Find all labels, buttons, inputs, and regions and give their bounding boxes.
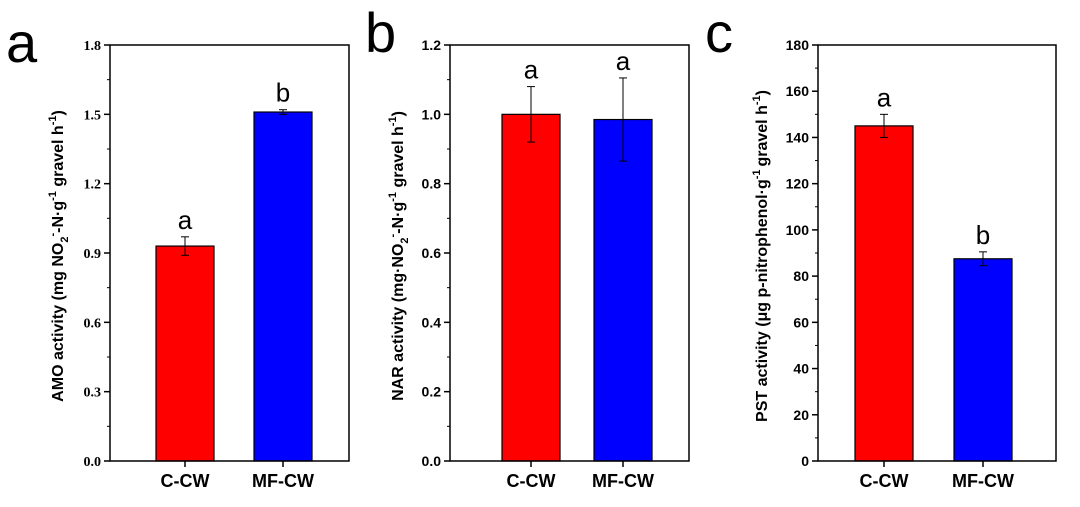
bar-c-mf-cw: [953, 258, 1013, 462]
y-tick-label-c-9: 180: [786, 37, 810, 53]
y-axis-label-c-close: ): [754, 90, 771, 95]
y-axis-label-a: AMO activity (mg NO2--N·g-1 gravel h-1): [47, 110, 71, 402]
significance-label-b-0: a: [524, 55, 539, 85]
x-tick-label-b-1: MF-CW: [592, 471, 654, 491]
y-tick-label-b-2: 0.4: [422, 314, 442, 330]
y-tick-label-b-6: 1.2: [422, 37, 442, 53]
y-tick-label-a-5: 1.5: [84, 108, 102, 123]
x-tick-label-b-0: C-CW: [507, 471, 556, 491]
panel-a: a AMO activity (mg NO2--N·g-1 gravel h-1…: [6, 11, 350, 491]
y-tick-label-c-5: 100: [786, 222, 810, 238]
panel-c: c PST activity (μg p-nitrophenol·g-1grav…: [705, 1, 1057, 491]
bar-b-c-cw: [501, 113, 561, 462]
bar-a-mf-cw: [253, 111, 313, 462]
y-axis-label-c: PST activity (μg p-nitrophenol·g-1gravel…: [751, 90, 771, 422]
y-axis-label-a-main: AMO activity (mg NO: [50, 243, 67, 402]
x-tick-label-a-1: MF-CW: [252, 471, 314, 491]
panel-b: b NAR activity (mg·NO2--N·g-1 gravel h-1…: [365, 1, 690, 491]
bar-a-c-cw: [155, 245, 215, 462]
y-tick-label-b-5: 1.0: [422, 106, 442, 122]
y-tick-label-a-0: 0.0: [84, 455, 102, 470]
y-tick-label-c-7: 140: [786, 129, 810, 145]
y-axis-label-c-main: PST activity (μg p-nitrophenol·g: [754, 179, 771, 422]
y-axis-label-c-sup1: -1: [751, 170, 763, 180]
y-axis-label-b-sup1: -: [387, 233, 399, 237]
y-axis-label-c-sup2: -1: [751, 95, 763, 105]
significance-label-a-0: a: [178, 205, 193, 235]
y-axis-label-a-close: ): [50, 110, 67, 115]
y-axis-label-a-sup3: -1: [47, 116, 59, 126]
y-tick-label-b-0: 0.0: [422, 453, 442, 469]
panel-label-b: b: [365, 1, 396, 64]
y-axis-label-a-end: gravel h: [50, 125, 67, 191]
y-axis-label-a-sup1: -: [47, 233, 59, 237]
y-tick-label-c-2: 40: [793, 361, 809, 377]
y-tick-label-c-1: 20: [793, 407, 809, 423]
y-axis-label-b-close: ): [390, 111, 407, 116]
y-tick-label-a-3: 0.9: [84, 247, 102, 262]
y-tick-label-c-0: 0: [801, 453, 809, 469]
y-tick-label-c-8: 160: [786, 83, 810, 99]
y-tick-label-c-4: 80: [793, 268, 809, 284]
panel-label-c: c: [705, 1, 733, 64]
y-axis-label-b-sup2: -1: [387, 192, 399, 202]
plot-frame-c: [817, 44, 1057, 462]
y-axis-label-b-sup3: -1: [387, 116, 399, 126]
y-tick-label-b-4: 0.8: [422, 176, 442, 192]
y-tick-label-b-3: 0.6: [422, 245, 442, 261]
x-tick-label-c-0: C-CW: [860, 471, 909, 491]
y-axis-label-b-end: gravel h: [390, 126, 407, 192]
y-tick-label-a-4: 1.2: [84, 178, 102, 193]
y-tick-label-c-3: 60: [793, 314, 809, 330]
y-tick-label-a-2: 0.6: [84, 316, 102, 331]
bar-c-c-cw: [854, 125, 914, 462]
y-tick-label-b-1: 0.2: [422, 384, 442, 400]
y-axis-label-b-main: NAR activity (mg·NO: [390, 244, 407, 401]
significance-label-b-1: a: [616, 46, 631, 76]
y-tick-label-c-6: 120: [786, 176, 810, 192]
plot-area-c: 0 20 40 60 80 100 120 140 160 180 a C-CW b MF-CW: [786, 37, 1057, 491]
bar-b-mf-cw: [593, 118, 653, 462]
y-tick-label-a-1: 0.3: [84, 386, 102, 401]
significance-label-a-1: b: [276, 78, 290, 108]
x-tick-label-a-0: C-CW: [161, 471, 210, 491]
y-axis-label-b-sub: 2: [399, 237, 411, 243]
panel-label-a: a: [6, 11, 38, 74]
y-axis-label-a-sub: 2: [59, 237, 71, 243]
y-axis-label-b-mid: -N·g: [390, 202, 407, 234]
x-tick-label-c-1: MF-CW: [952, 471, 1014, 491]
y-axis-label-a-mid: -N·g: [50, 201, 67, 233]
y-axis-label-c-end: gravel h: [754, 105, 771, 166]
significance-label-c-1: b: [976, 220, 990, 250]
plot-frame-b: [449, 44, 690, 462]
plot-area-b: 0.0 0.2 0.4 0.6 0.8 1.0 1.2 a C-CW a MF-CW: [422, 37, 690, 491]
plot-frame-a: [109, 44, 350, 462]
plot-area-a: 0.0 0.3 0.6 0.9 1.2 1.5 1.8 a C-CW b MF-CW: [84, 39, 350, 491]
y-tick-label-a-6: 1.8: [84, 39, 102, 54]
significance-label-c-0: a: [877, 82, 892, 112]
y-axis-label-a-sup2: -1: [47, 191, 59, 201]
y-axis-label-b: NAR activity (mg·NO2--N·g-1 gravel h-1): [387, 111, 411, 401]
